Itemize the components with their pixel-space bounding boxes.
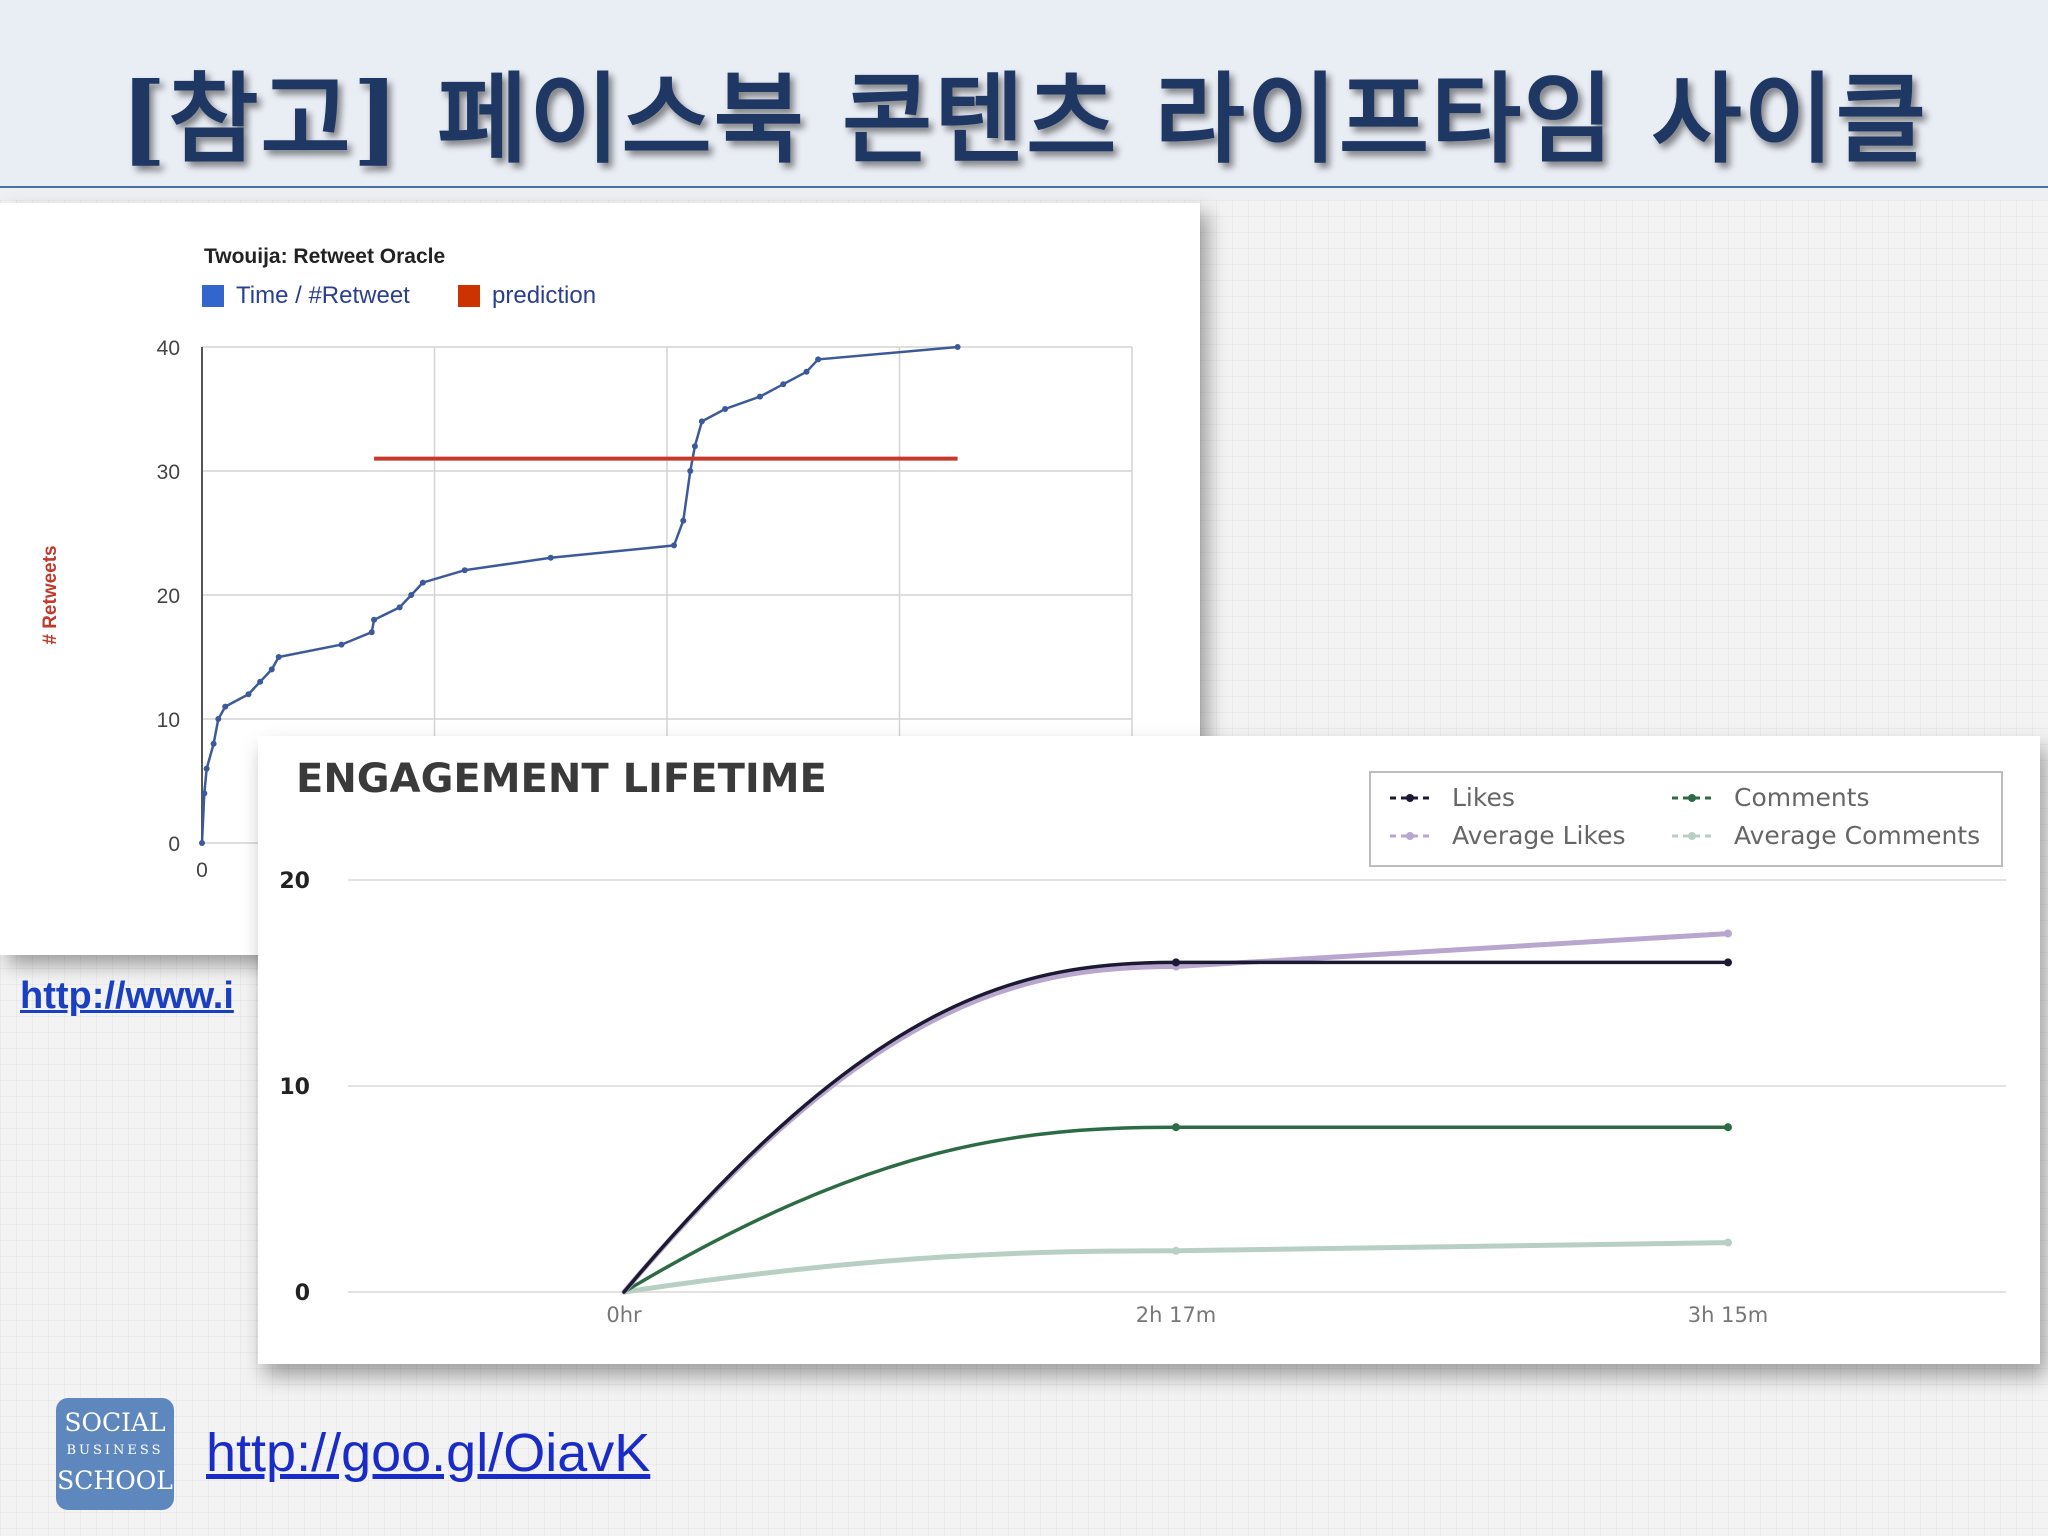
data-point bbox=[1172, 1123, 1180, 1132]
x-tick-label: 2h 17m bbox=[1136, 1303, 1217, 1327]
series-line-likes bbox=[622, 960, 1730, 1294]
data-point bbox=[780, 381, 787, 388]
legend-marker bbox=[1406, 832, 1414, 840]
data-point bbox=[1724, 1238, 1732, 1247]
series-line-average-comments bbox=[621, 1240, 1731, 1295]
data-point bbox=[815, 356, 822, 363]
x-tick-label: 3h 15m bbox=[1688, 1303, 1769, 1327]
logo-line-2: BUSINESS bbox=[66, 1443, 164, 1458]
data-point bbox=[757, 393, 763, 400]
y-tick-label: 10 bbox=[279, 1075, 310, 1100]
data-point bbox=[368, 629, 375, 636]
data-point bbox=[461, 567, 468, 574]
data-point bbox=[199, 840, 205, 846]
data-point bbox=[698, 418, 705, 425]
data-point bbox=[803, 368, 810, 375]
data-point bbox=[338, 641, 345, 648]
x-tick-label: 0 bbox=[196, 859, 208, 882]
logo-line-1: SOCIAL bbox=[64, 1408, 166, 1437]
y-tick-label: 0 bbox=[168, 833, 180, 856]
data-point bbox=[215, 716, 222, 722]
legend-marker bbox=[1406, 794, 1414, 802]
legend-label: Likes bbox=[1452, 783, 1515, 812]
y-tick-label: 30 bbox=[157, 461, 180, 484]
data-point bbox=[268, 666, 275, 673]
data-point bbox=[210, 740, 217, 747]
y-axis-title: # Retweets bbox=[40, 545, 61, 644]
logo-line-3: SCHOOL bbox=[57, 1466, 173, 1495]
y-tick-label: 0 bbox=[295, 1281, 310, 1306]
data-point bbox=[687, 468, 694, 474]
legend-marker bbox=[1688, 832, 1696, 840]
legend-label: Comments bbox=[1734, 783, 1870, 812]
chart-title: ENGAGEMENT LIFETIME bbox=[296, 756, 827, 802]
series-line-average-likes bbox=[621, 931, 1731, 1295]
series-line-comments bbox=[622, 1125, 1730, 1294]
legend-box bbox=[1369, 771, 2003, 867]
data-point bbox=[203, 765, 210, 772]
legend-label: Average Comments bbox=[1734, 821, 1980, 850]
data-point bbox=[1724, 929, 1732, 938]
data-point bbox=[1724, 958, 1732, 967]
data-point bbox=[201, 790, 208, 797]
data-point bbox=[670, 542, 677, 549]
data-point bbox=[222, 703, 229, 710]
data-point bbox=[1172, 1246, 1180, 1255]
data-point bbox=[275, 654, 282, 660]
legend-swatch bbox=[458, 285, 480, 307]
y-tick-label: 40 bbox=[157, 337, 180, 360]
legend-marker bbox=[1688, 794, 1696, 802]
data-point bbox=[396, 604, 403, 611]
x-tick-label: 0hr bbox=[606, 1303, 642, 1327]
engagement-lifetime-chart-panel: ENGAGEMENT LIFETIME 0 10 20 0hr 2h 17m 3h 15m L… bbox=[258, 736, 2040, 1364]
data-point bbox=[1172, 958, 1180, 967]
legend-label: prediction bbox=[492, 282, 596, 309]
data-point bbox=[1724, 1123, 1732, 1132]
chart-title: Twouija: Retweet Oracle bbox=[204, 245, 445, 268]
legend-label: Average Likes bbox=[1452, 821, 1625, 850]
engagement-lifetime-chart: ENGAGEMENT LIFETIME 0 10 20 0hr 2h 17m 3h 15m L… bbox=[279, 756, 2006, 1327]
partial-source-link[interactable]: http://www.i bbox=[20, 975, 234, 1017]
data-point bbox=[419, 579, 426, 586]
data-point bbox=[547, 554, 554, 561]
data-point bbox=[408, 592, 415, 598]
social-business-school-logo: SOCIAL BUSINESS SCHOOL bbox=[56, 1398, 174, 1510]
slide-title: [참고] 페이스북 콘텐츠 라이프타임 사이클 bbox=[120, 62, 1928, 177]
data-point bbox=[954, 344, 961, 350]
y-tick-label: 20 bbox=[157, 585, 180, 608]
data-point bbox=[722, 406, 729, 412]
title-bar: [참고] 페이스북 콘텐츠 라이프타임 사이클 bbox=[0, 0, 2048, 188]
legend-label: Time / #Retweet bbox=[236, 282, 410, 309]
data-point bbox=[245, 691, 252, 698]
data-point bbox=[257, 678, 264, 685]
y-tick-label: 20 bbox=[279, 869, 310, 894]
source-link[interactable]: http://goo.gl/OiavK bbox=[206, 1423, 651, 1483]
data-point bbox=[691, 443, 698, 450]
legend-swatch bbox=[202, 285, 224, 307]
data-point bbox=[371, 616, 378, 623]
data-point bbox=[680, 517, 687, 524]
y-tick-label: 10 bbox=[157, 709, 180, 732]
